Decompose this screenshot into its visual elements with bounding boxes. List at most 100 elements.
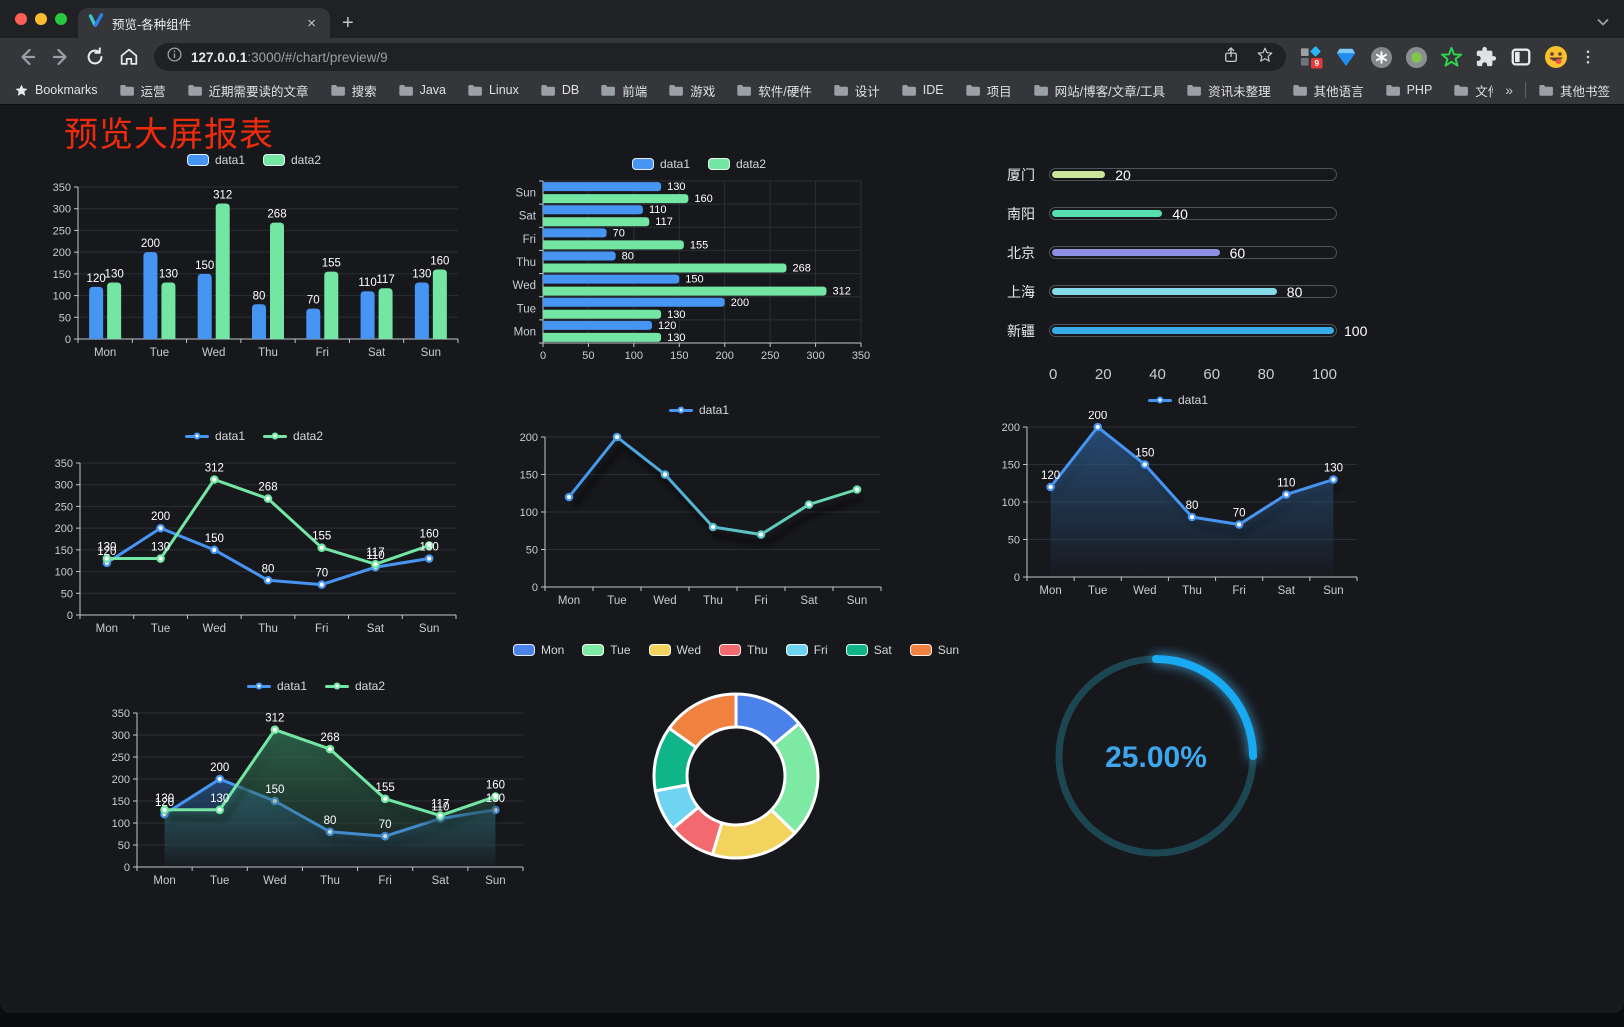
bookmark-folder[interactable]: 资讯未整理	[1186, 81, 1271, 100]
svg-text:50: 50	[1008, 535, 1020, 547]
svg-text:130: 130	[105, 269, 124, 281]
bookmark-folder[interactable]: 搜索	[330, 81, 377, 100]
progress-row[interactable]: 上海 80	[985, 272, 1373, 311]
minimize-window-button[interactable]	[35, 13, 47, 25]
bookmark-folder[interactable]: 项目	[965, 81, 1012, 100]
svg-text:155: 155	[376, 782, 395, 794]
green-dot-extension-icon[interactable]	[1403, 44, 1429, 70]
gauge-chart[interactable]: 25.00%	[1045, 646, 1271, 870]
svg-text:0: 0	[65, 334, 71, 346]
double-area-line-chart[interactable]: data1 data2 0 50 100 150 200 250 300 350 Mon Tue Wed…	[95, 675, 537, 893]
bookmark-star-icon[interactable]	[1256, 46, 1274, 69]
progress-row[interactable]: 厦门 20	[985, 155, 1373, 194]
svg-text:117: 117	[431, 799, 449, 811]
legend-item[interactable]: Sun	[909, 643, 959, 657]
svg-text:312: 312	[213, 190, 232, 202]
home-button[interactable]	[112, 43, 146, 71]
tab-search-chevron-icon[interactable]	[1596, 14, 1610, 32]
browser-toolbar: 127.0.0.1:3000/#/chart/preview/9 9	[0, 38, 1624, 76]
other-bookmarks-label: 其他书签	[1559, 84, 1610, 99]
zoom-window-button[interactable]	[55, 13, 67, 25]
other-bookmarks-folder[interactable]: 其他书签	[1538, 81, 1610, 100]
bookmark-folder[interactable]: 其他语言	[1292, 81, 1364, 100]
new-tab-button[interactable]: +	[342, 12, 354, 34]
browser-menu-dots-icon[interactable]	[1571, 43, 1605, 71]
gem-extension-icon[interactable]	[1333, 44, 1359, 70]
puzzle-extensions-icon[interactable]	[1473, 44, 1499, 70]
legend-item[interactable]: data1	[668, 403, 729, 417]
svg-text:268: 268	[792, 263, 810, 275]
bookmark-folder[interactable]: DB	[540, 81, 579, 100]
legend-item[interactable]: data2	[708, 157, 766, 171]
svg-text:Sun: Sun	[1323, 585, 1343, 597]
grouped-bar-chart[interactable]: data1 data2 0 50 100 150 200 250 300 350 Mon Tue Wed…	[38, 149, 470, 365]
tab-close-icon[interactable]: ×	[307, 14, 316, 32]
forward-button[interactable]	[44, 43, 78, 71]
share-icon[interactable]	[1222, 46, 1240, 69]
bookmark-folder[interactable]: IDE	[901, 81, 944, 100]
legend-item[interactable]: data2	[263, 153, 321, 167]
close-window-button[interactable]	[15, 13, 27, 25]
donut-chart[interactable]: Mon Tue Wed Thu Fri Sat Sun	[512, 639, 959, 867]
gradient-line-chart[interactable]: data1 0 50 100 150 200 Mon Tue Wed Thu Fri Sat Sun	[503, 399, 895, 613]
svg-text:130: 130	[151, 542, 170, 554]
bookmark-folder[interactable]: 运营	[119, 81, 166, 100]
bookmarks-root[interactable]: Bookmarks	[14, 83, 98, 98]
back-button[interactable]	[10, 43, 44, 71]
svg-text:120: 120	[658, 320, 676, 332]
legend-item[interactable]: Thu	[719, 643, 768, 657]
svg-text:70: 70	[379, 819, 392, 831]
legend-item[interactable]: data2	[325, 679, 385, 693]
legend-item[interactable]: Tue	[582, 643, 631, 657]
bookmark-folder[interactable]: Linux	[467, 81, 519, 100]
bookmark-folder[interactable]: Java	[398, 81, 446, 100]
chart-legend: data1 data2	[95, 675, 537, 697]
bookmark-folder[interactable]: 设计	[833, 81, 880, 100]
legend-item[interactable]: data1	[186, 153, 245, 167]
legend-item[interactable]: Sat	[845, 643, 892, 657]
star-outline-extension-icon[interactable]	[1438, 44, 1464, 70]
bookmark-folder[interactable]: 网站/博客/文章/工具	[1033, 81, 1165, 100]
svg-text:Fri: Fri	[754, 595, 767, 607]
legend-item[interactable]: data1	[184, 429, 245, 443]
bookmark-folder[interactable]: 游戏	[668, 81, 715, 100]
svg-text:150: 150	[195, 260, 214, 272]
reload-button[interactable]	[78, 43, 112, 71]
progress-row[interactable]: 新疆 100	[1007, 322, 1368, 339]
grid-badge-extension-icon[interactable]: 9	[1298, 44, 1324, 70]
legend-item[interactable]: data2	[263, 429, 323, 443]
progress-row[interactable]: 北京 60	[985, 233, 1373, 272]
browser-tab[interactable]: 预览-各种组件 ×	[78, 8, 330, 38]
bookmark-folder[interactable]: 软件/硬件	[736, 81, 812, 100]
progress-bar-chart[interactable]: 厦门 20 南阳 40 北京 60 上海 80 新疆 100 0 20 40 60 80 100	[985, 153, 1373, 393]
emoji-extension-icon[interactable]	[1543, 44, 1569, 70]
legend-item[interactable]: data1	[1147, 393, 1208, 407]
panel-toggle-extension-icon[interactable]	[1508, 44, 1534, 70]
bookmark-folder[interactable]: PHP	[1385, 81, 1432, 100]
svg-text:120: 120	[97, 546, 116, 558]
legend-item[interactable]: data1	[246, 679, 307, 693]
progress-track: 20	[1049, 167, 1337, 183]
legend-item[interactable]: data1	[631, 157, 690, 171]
svg-text:150: 150	[265, 784, 284, 796]
svg-text:Tue: Tue	[151, 623, 170, 635]
area-line-chart[interactable]: data1 0 50 100 150 200 Mon Tue Wed Thu Fri Sat Sun 12…	[985, 389, 1371, 603]
multi-line-chart[interactable]: data1 data2 0 50 100 150 200 250 300 350 Mon Tue Wed…	[38, 425, 470, 641]
legend-item[interactable]: Mon	[512, 643, 564, 657]
folder-icon	[187, 85, 202, 96]
address-bar[interactable]: 127.0.0.1:3000/#/chart/preview/9	[154, 43, 1286, 71]
horizontal-bar-chart[interactable]: data1 data2 0 50 100 150 200 250 300 350 Sun 130 160…	[503, 153, 895, 367]
legend-item[interactable]: Wed	[648, 643, 701, 657]
svg-text:200: 200	[53, 247, 71, 259]
svg-text:350: 350	[53, 182, 71, 194]
bookmarks-overflow-chevron[interactable]: »	[1505, 82, 1513, 98]
chart-legend: data1	[503, 399, 895, 421]
bookmark-folder[interactable]: 前端	[600, 81, 647, 100]
svg-text:Thu: Thu	[516, 257, 536, 269]
bookmark-folder[interactable]: 近期需要读的文章	[187, 81, 309, 100]
legend-item[interactable]: Fri	[785, 643, 828, 657]
bookmark-folder[interactable]: 文件服务器	[1453, 81, 1493, 100]
progress-row[interactable]: 南阳 40	[985, 194, 1373, 233]
command-circle-extension-icon[interactable]	[1368, 44, 1394, 70]
site-info-icon[interactable]	[166, 46, 183, 68]
